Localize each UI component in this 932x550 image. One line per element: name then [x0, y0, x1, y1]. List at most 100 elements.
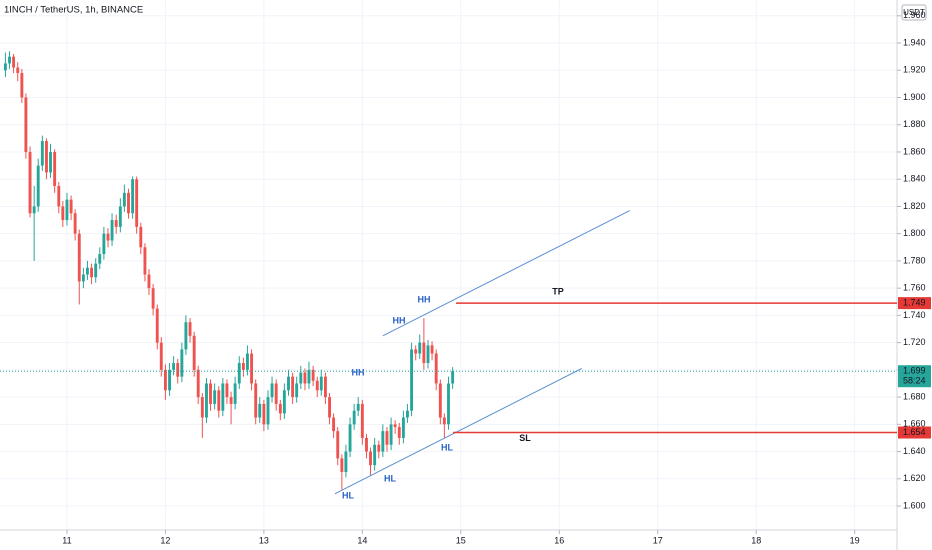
- annotation: HH: [352, 367, 365, 377]
- candle-body: [163, 369, 167, 391]
- annotation: HL: [342, 490, 354, 500]
- candle-body: [434, 353, 438, 384]
- last-price-label: 1.699: [903, 366, 926, 376]
- candle-body: [241, 363, 245, 370]
- x-tick-label: 14: [357, 535, 367, 545]
- candle-body: [32, 206, 36, 214]
- candle-body: [340, 458, 344, 472]
- candle-body: [53, 151, 57, 187]
- candle-body: [373, 444, 377, 466]
- candle-body: [180, 349, 184, 377]
- candle-body: [336, 431, 340, 459]
- candle-body: [262, 403, 266, 425]
- trend-line: [382, 210, 630, 337]
- candle-body: [209, 383, 212, 404]
- countdown-label: 58:24: [903, 376, 926, 386]
- candle-body: [438, 383, 442, 418]
- candle-body: [344, 451, 348, 472]
- candle-body: [12, 56, 16, 68]
- annotation: HH: [393, 315, 406, 325]
- candle-body: [328, 397, 332, 418]
- y-tick-label: 1.680: [903, 391, 926, 401]
- candle-body: [40, 141, 44, 166]
- y-tick-label: 1.620: [903, 473, 926, 483]
- candle-body: [3, 63, 7, 71]
- candle-body: [332, 417, 336, 432]
- annotation: HL: [441, 442, 453, 452]
- candle-body: [213, 390, 217, 404]
- candle-body: [176, 363, 180, 377]
- y-tick-label: 1.820: [903, 201, 926, 211]
- candle-body: [274, 383, 278, 404]
- candle-body: [233, 383, 237, 404]
- y-tick-label: 1.600: [903, 500, 926, 510]
- candle-body: [192, 335, 196, 370]
- candle-body: [389, 424, 393, 445]
- candle-body: [85, 267, 89, 275]
- price-line-badge: [898, 426, 931, 439]
- candle-body: [307, 369, 311, 384]
- candle-body: [24, 97, 28, 152]
- candle-body: [118, 206, 122, 227]
- candle-body: [295, 383, 299, 398]
- candle-body: [200, 397, 204, 418]
- candle-body: [139, 226, 143, 248]
- candle-body: [426, 345, 430, 364]
- candle-body: [8, 56, 11, 64]
- chart-title: 1INCH / TetherUS, 1h, BINANCE: [4, 5, 143, 16]
- candle-body: [168, 369, 172, 391]
- candle-body: [365, 437, 368, 452]
- annotation: HL: [384, 473, 396, 483]
- plot: [3, 51, 455, 490]
- candle-body: [127, 192, 130, 214]
- candle-body: [352, 410, 356, 425]
- candle-body: [442, 417, 446, 425]
- candle-body: [377, 444, 381, 452]
- candle-body: [147, 274, 151, 289]
- y-tick-label: 1.780: [903, 255, 926, 265]
- candle-body: [131, 179, 135, 214]
- candle-body: [65, 199, 69, 221]
- candle-body: [397, 427, 401, 438]
- candle-body: [299, 372, 303, 384]
- candle-body: [381, 431, 385, 452]
- candle-body: [369, 451, 372, 466]
- y-tick-label: 1.960: [903, 10, 926, 20]
- price-line-text: SL: [519, 433, 531, 443]
- candle-body: [278, 403, 282, 414]
- candle-body: [385, 431, 389, 445]
- candle-body: [405, 410, 409, 418]
- candle-body: [102, 233, 106, 255]
- y-tick-label: 1.760: [903, 283, 926, 293]
- y-tick-label: 1.660: [903, 419, 926, 429]
- candle-body: [356, 403, 360, 411]
- candle-body: [447, 383, 450, 425]
- candle-body: [110, 220, 114, 241]
- y-tick-label: 1.840: [903, 174, 926, 184]
- x-tick-label: 13: [259, 535, 269, 545]
- x-tick-label: 18: [751, 535, 761, 545]
- x-tick-label: 16: [554, 535, 564, 545]
- candle-body: [348, 424, 352, 452]
- candle-body: [266, 397, 270, 425]
- candle-body: [221, 383, 225, 411]
- candle-body: [225, 383, 229, 398]
- candle-body: [410, 349, 414, 411]
- candle-body: [319, 376, 323, 391]
- candle-body: [250, 353, 254, 384]
- currency-box[interactable]: [901, 4, 927, 21]
- x-tick-label: 19: [850, 535, 860, 545]
- candle-body: [16, 67, 20, 73]
- candle-body: [77, 233, 81, 282]
- candle-body: [143, 247, 147, 275]
- y-tick-label: 1.920: [903, 65, 926, 75]
- price-line-text: TP: [552, 287, 564, 297]
- x-tick-label: 15: [456, 535, 466, 545]
- candle-body: [106, 233, 110, 241]
- candle-body: [98, 254, 102, 264]
- candle-body: [36, 165, 40, 207]
- candle-body: [418, 342, 422, 354]
- candle-body: [135, 179, 139, 227]
